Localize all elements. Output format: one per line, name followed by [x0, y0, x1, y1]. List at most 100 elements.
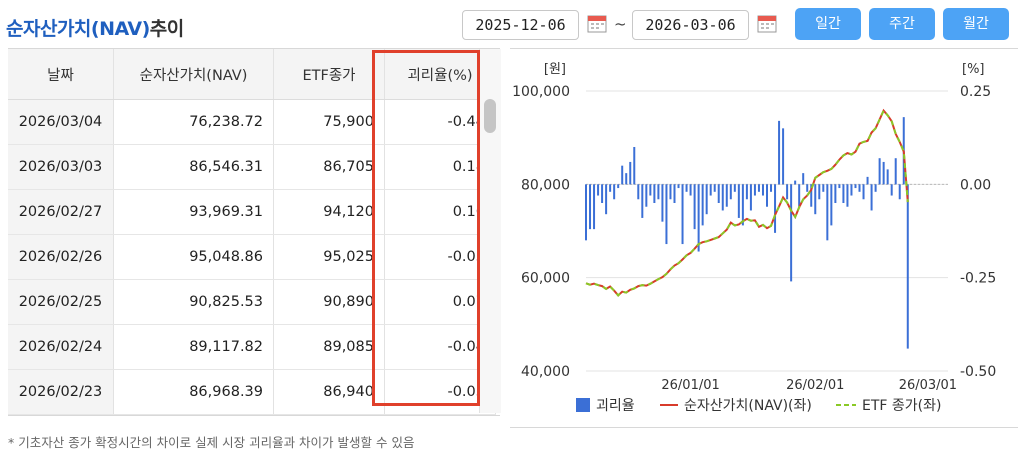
cell-etf-close: 95,025 — [273, 234, 385, 280]
premium-bar — [906, 184, 909, 349]
premium-bar — [689, 184, 692, 196]
start-date-input[interactable]: 2025-12-06 — [462, 10, 579, 40]
x-tick-label: 26/03/01 — [899, 378, 957, 393]
premium-bar — [645, 184, 648, 207]
premium-bar — [709, 184, 712, 196]
premium-bar — [886, 169, 889, 185]
premium-bar — [653, 184, 656, 203]
y-left-tick-label: 80,000 — [521, 177, 570, 193]
premium-bar — [786, 184, 789, 200]
table-row: 2026/02/24 89,117.82 89,085 -0.04 — [8, 324, 496, 370]
premium-bar — [790, 184, 793, 282]
cell-date: 2026/02/23 — [8, 369, 114, 415]
premium-bar — [737, 184, 740, 218]
y-right-axis-label: [%] — [962, 62, 985, 77]
premium-bar — [838, 184, 841, 189]
premium-bar — [898, 184, 901, 200]
legend-label-premium: 괴리율 — [596, 398, 635, 414]
premium-bar — [625, 173, 628, 185]
nav-chart: 100,000 80,000 60,000 40,000 0.25 0.00 -0.25 -0… — [510, 48, 1018, 428]
premium-bar — [878, 158, 881, 185]
premium-bar — [601, 184, 604, 203]
cell-empty — [384, 414, 496, 415]
cell-etf-close: 86,705 — [273, 144, 385, 190]
cell-nav: 90,825.53 — [113, 279, 274, 325]
premium-bar — [633, 147, 636, 185]
premium-bar — [677, 184, 680, 189]
premium-bar — [806, 184, 809, 192]
cell-date: 2026/02/27 — [8, 189, 114, 235]
cell-nav: 76,238.72 — [113, 99, 274, 145]
premium-bar — [637, 184, 640, 200]
y-left-tick-label: 40,000 — [521, 364, 570, 380]
premium-bar — [834, 184, 837, 203]
premium-bar — [814, 184, 817, 215]
premium-bar — [757, 184, 760, 192]
premium-bar — [753, 184, 756, 196]
y-left-tick-label: 100,000 — [512, 84, 570, 100]
cell-etf-close: 75,900 — [273, 99, 385, 145]
y-right-tick-label: -0.50 — [960, 364, 996, 380]
premium-bar — [826, 184, 829, 241]
cell-nav: 95,048.86 — [113, 234, 274, 280]
etf-close-line — [585, 108, 909, 297]
premium-bar — [725, 184, 728, 207]
cell-etf-close: 89,085 — [273, 324, 385, 370]
legend-label-etf: ETF 종가(좌) — [862, 398, 941, 414]
weekly-button[interactable]: 주간 — [869, 8, 935, 40]
premium-bar — [798, 184, 801, 207]
premium-bar — [761, 184, 764, 196]
nav-line — [585, 108, 909, 297]
cell-date: 2026/02/24 — [8, 324, 114, 370]
premium-bar — [649, 184, 652, 196]
start-calendar-icon[interactable] — [586, 12, 608, 34]
premium-bar — [741, 184, 744, 226]
table-scrollbar[interactable] — [479, 49, 501, 413]
table-row: 2026/03/03 86,546.31 86,705 0.18 — [8, 144, 496, 190]
premium-bar — [605, 184, 608, 215]
daily-button[interactable]: 일간 — [795, 8, 861, 40]
column-header-etf-close: ETF종가 — [273, 49, 385, 100]
premium-bar — [697, 184, 700, 252]
end-date-input[interactable]: 2026-03-06 — [632, 10, 749, 40]
premium-bar — [810, 184, 813, 207]
footnote: * 기초자산 종가 확정시간의 차이로 실제 시장 괴리율과 차이가 발생할 수… — [8, 435, 415, 450]
table-row-partial — [8, 414, 496, 415]
scrollbar-thumb[interactable] — [484, 99, 496, 133]
cell-nav: 89,117.82 — [113, 324, 274, 370]
premium-bar — [685, 184, 688, 192]
table-row: 2026/03/04 76,238.72 75,900 -0.44 — [8, 99, 496, 145]
premium-bar — [874, 184, 877, 192]
premium-bar — [858, 184, 861, 192]
premium-bar — [846, 184, 849, 207]
premium-bar — [894, 158, 897, 185]
premium-bar — [717, 184, 720, 203]
premium-bar — [665, 184, 668, 245]
premium-bar — [830, 184, 833, 226]
premium-bar — [701, 184, 704, 226]
cell-date-empty — [8, 414, 114, 415]
date-range-separator: ~ — [614, 15, 627, 33]
premium-bar — [794, 180, 797, 185]
premium-bar — [822, 184, 825, 192]
premium-bar — [669, 184, 672, 200]
premium-bar — [866, 176, 869, 185]
cell-nav: 86,968.39 — [113, 369, 274, 415]
premium-bar — [593, 184, 596, 230]
monthly-button[interactable]: 월간 — [943, 8, 1009, 40]
column-header-date: 날짜 — [8, 49, 114, 100]
x-tick-label: 26/01/01 — [661, 378, 719, 393]
end-calendar-icon[interactable] — [756, 12, 778, 34]
premium-bar — [778, 120, 781, 185]
page-title-suffix: 추이 — [149, 18, 184, 40]
premium-bar — [850, 184, 853, 196]
table-row: 2026/02/27 93,969.31 94,120 0.16 — [8, 189, 496, 235]
premium-bar — [597, 184, 600, 196]
cell-date: 2026/03/04 — [8, 99, 114, 145]
column-header-nav: 순자산가치(NAV) — [113, 49, 274, 100]
y-left-tick-label: 60,000 — [521, 271, 570, 287]
premium-bar — [862, 184, 865, 200]
premium-bar — [802, 173, 805, 185]
cell-nav: 86,546.31 — [113, 144, 274, 190]
premium-bar — [681, 184, 684, 245]
